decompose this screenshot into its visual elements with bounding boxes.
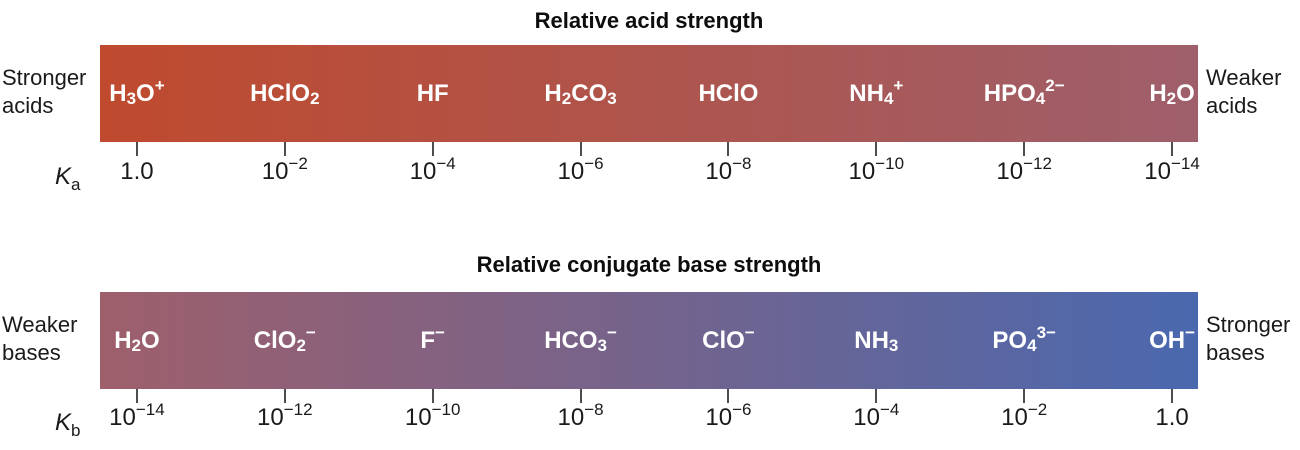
tick-mark xyxy=(283,389,286,403)
carbonic-acid-formula: H 2 CO 3 xyxy=(544,79,617,109)
hypochlorous-acid-k-value: 10 −8 xyxy=(705,154,752,185)
fluoride-k-value: 10 −10 xyxy=(404,400,461,431)
phosphate-tick-mark xyxy=(950,389,1098,403)
weaker-bases-line2: bases xyxy=(2,340,61,365)
base-formula-row: H 2 O ClO 2− F − HCO 3− ClO − NH 3 PO 4 3− OH − xyxy=(63,292,1246,389)
tick-mark xyxy=(431,142,434,156)
acid-tick-row xyxy=(63,142,1246,156)
weaker-bases-line1: Weaker xyxy=(2,312,78,337)
tick-mark xyxy=(875,142,878,156)
ka-axis-symbol: Ka xyxy=(55,163,81,194)
ammonium-formula: NH 4 + xyxy=(849,76,904,109)
fluoride-tick-mark xyxy=(359,389,507,403)
hydroxide-k-value: 1.0 xyxy=(1155,404,1189,431)
chlorite-k-value: 10 −12 xyxy=(257,400,313,431)
tick-mark xyxy=(431,389,434,403)
hydronium-k-value: 1.0 xyxy=(120,158,154,185)
chlorous-acid-tick-mark xyxy=(211,142,359,156)
carbonic-acid-k-value: 10 −6 xyxy=(557,154,604,185)
ka-letter: K xyxy=(55,163,72,190)
hypochlorite-formula: ClO − xyxy=(702,323,755,354)
hypochlorite-k-value: 10 −6 xyxy=(705,400,752,431)
acid-chart-title: Relative acid strength xyxy=(534,8,764,33)
tick-mark xyxy=(283,142,286,156)
stronger-bases-line2: bases xyxy=(1206,340,1265,365)
tick-mark xyxy=(1023,142,1026,156)
water-tick-mark xyxy=(1098,142,1246,156)
stronger-acids-line2: acids xyxy=(2,93,54,118)
stronger-bases-label: Stronger bases xyxy=(1206,311,1290,367)
hydrogen-phosphate-formula: HPO 4 2− xyxy=(983,76,1065,109)
chlorite-formula: ClO 2− xyxy=(253,323,316,356)
hydrofluoric-acid-k-value: 10 −4 xyxy=(409,154,456,185)
stronger-acids-label: Stronger acids xyxy=(2,64,86,120)
chlorite-tick-mark xyxy=(211,389,359,403)
ammonium-k-value: 10 −10 xyxy=(848,154,905,185)
hydrofluoric-acid-tick-mark xyxy=(359,142,507,156)
tick-mark xyxy=(1171,389,1174,403)
hypochlorous-acid-formula: HClO xyxy=(698,79,759,107)
ammonia-tick-mark xyxy=(802,389,950,403)
hypochlorous-acid-tick-mark xyxy=(655,142,803,156)
hydronium-formula: H 3 O + xyxy=(109,76,165,109)
base-gradient-bar xyxy=(100,292,1198,389)
chlorous-acid-k-value: 10 −2 xyxy=(261,154,308,185)
hydroxide-formula: OH − xyxy=(1149,323,1196,354)
stronger-bases-line1: Stronger xyxy=(1206,312,1291,337)
stronger-acids-line1: Stronger xyxy=(2,65,87,90)
acid-formula-row: H 3 O + HClO 2 HF H 2 CO 3 HClO NH 4 + HPO 4 2− H 2 O xyxy=(63,45,1246,142)
carbonic-acid-tick-mark xyxy=(507,142,655,156)
bicarbonate-formula: HCO 3− xyxy=(544,323,617,356)
tick-mark xyxy=(727,142,730,156)
hydroxide-tick-mark xyxy=(1098,389,1246,403)
water-tick-mark xyxy=(63,389,211,403)
tick-mark xyxy=(579,142,582,156)
bicarbonate-tick-mark xyxy=(507,389,655,403)
acid-gradient-bar xyxy=(100,45,1198,142)
tick-mark xyxy=(1023,389,1026,403)
bicarbonate-k-value: 10 −8 xyxy=(557,400,604,431)
tick-mark xyxy=(875,389,878,403)
kb-subscript: b xyxy=(71,420,81,440)
hydrogen-phosphate-k-value: 10 −12 xyxy=(996,154,1052,185)
hydronium-tick-mark xyxy=(63,142,211,156)
ka-subscript: a xyxy=(71,174,81,194)
acid-k-value-row: 1.0 10 −2 10 −4 10 −6 10 −8 10 −10 10 −12 10 −14 xyxy=(63,154,1246,186)
chlorous-acid-formula: HClO 2 xyxy=(250,79,320,109)
weaker-acids-line1: Weaker xyxy=(1206,65,1282,90)
ammonia-k-value: 10 −4 xyxy=(853,400,900,431)
base-chart-title: Relative conjugate base strength xyxy=(476,252,822,277)
tick-mark xyxy=(135,142,138,156)
tick-mark xyxy=(135,389,138,403)
tick-mark xyxy=(1171,142,1174,156)
weaker-acids-label: Weaker acids xyxy=(1206,64,1281,120)
hydrogen-phosphate-tick-mark xyxy=(950,142,1098,156)
water-k-value: 10 −14 xyxy=(109,400,165,431)
fluoride-formula: F − xyxy=(420,323,445,354)
base-tick-row xyxy=(63,389,1246,403)
water-k-value: 10 −14 xyxy=(1144,154,1200,185)
tick-mark xyxy=(727,389,730,403)
phosphate-k-value: 10 −2 xyxy=(1001,400,1048,431)
phosphate-formula: PO 4 3− xyxy=(992,323,1056,356)
weaker-bases-label: Weaker bases xyxy=(2,311,77,367)
hydrofluoric-acid-formula: HF xyxy=(416,79,449,107)
ammonia-formula: NH 3 xyxy=(854,326,899,356)
weaker-acids-line2: acids xyxy=(1206,93,1258,118)
kb-axis-symbol: Kb xyxy=(55,409,81,440)
tick-mark xyxy=(579,389,582,403)
ammonium-tick-mark xyxy=(802,142,950,156)
hypochlorite-tick-mark xyxy=(655,389,803,403)
kb-letter: K xyxy=(55,409,72,436)
base-k-value-row: 10 −14 10 −12 10 −10 10 −8 10 −6 10 −4 10 −2 1.0 xyxy=(63,400,1246,432)
